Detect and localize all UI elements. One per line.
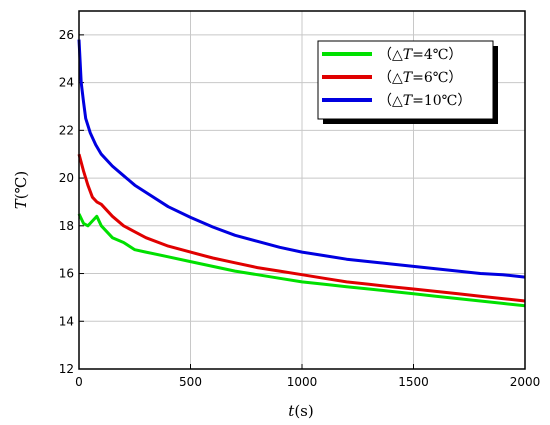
y-axis-variable: T [12,198,30,209]
legend-label-variable: T [403,93,414,109]
x-axis-variable: t [288,402,295,420]
y-tick-label: 12 [59,362,74,376]
legend-label-1: （△T=4℃） [378,47,462,63]
legend-label-suffix: =10℃） [412,93,471,109]
x-axis-unit: (s) [294,402,313,420]
y-axis-unit: (℃) [12,171,30,199]
legend-label-suffix: =6℃） [412,70,462,86]
series-lines [77,39,526,308]
x-axis-ticks: 0 500 1000 1500 2000 [75,364,540,389]
series-line-3 [77,39,526,279]
y-tick-label: 26 [59,28,74,42]
y-tick-label: 18 [59,219,74,233]
legend-label-prefix: （△ [378,70,403,86]
y-tick-label: 16 [59,267,74,281]
y-tick-label: 24 [59,76,74,90]
plot-frame [78,10,526,370]
x-tick-label: 1000 [287,375,318,389]
y-axis-ticks: 12 14 16 18 20 22 24 26 [59,28,84,376]
legend-label-variable: T [403,70,414,86]
legend-label-variable: T [403,47,414,63]
legend-label-prefix: （△ [378,47,403,63]
legend-label-suffix: =4℃） [412,47,462,63]
x-tick-label: 1500 [398,375,429,389]
x-tick-label: 0 [75,375,83,389]
series-line-1 [77,213,526,308]
series-line-2 [77,153,526,303]
legend-label-3: （△T=10℃） [378,93,471,109]
y-tick-label: 22 [59,123,74,137]
legend-label-prefix: （△ [378,93,403,109]
y-tick-label: 20 [59,171,74,185]
x-tick-label: 2000 [510,375,541,389]
x-axis-title: t(s) [288,402,313,420]
legend: （△T=4℃）（△T=6℃）（△T=10℃） [317,40,498,124]
legend-label-2: （△T=6℃） [378,70,462,86]
y-tick-label: 14 [59,314,74,328]
y-axis-title: T(℃) [12,171,30,210]
x-tick-label: 500 [179,375,202,389]
